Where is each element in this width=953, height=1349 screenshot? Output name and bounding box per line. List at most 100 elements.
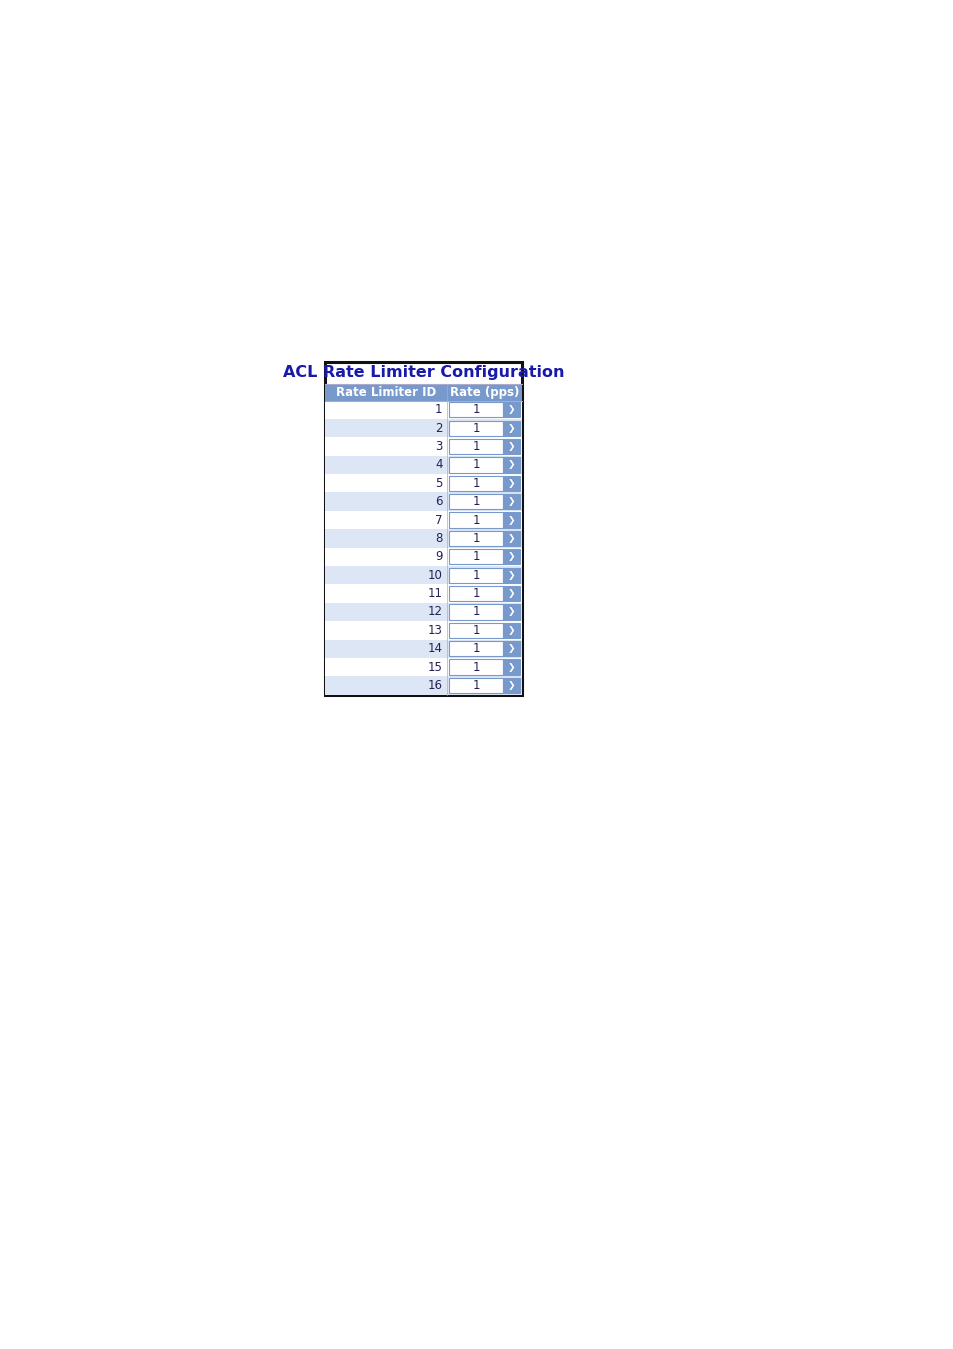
FancyBboxPatch shape xyxy=(324,567,521,584)
FancyBboxPatch shape xyxy=(324,437,521,456)
FancyBboxPatch shape xyxy=(324,584,521,603)
Text: 11: 11 xyxy=(427,587,442,600)
FancyBboxPatch shape xyxy=(449,438,502,455)
FancyBboxPatch shape xyxy=(502,623,519,638)
Text: 1: 1 xyxy=(472,606,479,618)
Text: 1: 1 xyxy=(472,403,479,417)
Text: ❯: ❯ xyxy=(507,590,515,598)
FancyBboxPatch shape xyxy=(324,456,521,473)
Text: Rate (pps): Rate (pps) xyxy=(450,386,518,398)
FancyBboxPatch shape xyxy=(324,676,521,695)
Text: 1: 1 xyxy=(472,587,479,600)
FancyBboxPatch shape xyxy=(324,473,521,492)
FancyBboxPatch shape xyxy=(449,494,502,510)
Text: 9: 9 xyxy=(435,550,442,564)
FancyBboxPatch shape xyxy=(324,383,521,401)
Text: ❯: ❯ xyxy=(507,662,515,672)
FancyBboxPatch shape xyxy=(502,530,519,546)
Text: 1: 1 xyxy=(472,623,479,637)
Text: ❯: ❯ xyxy=(507,626,515,635)
Text: 16: 16 xyxy=(427,679,442,692)
FancyBboxPatch shape xyxy=(502,476,519,491)
Text: ❯: ❯ xyxy=(507,571,515,580)
Text: 1: 1 xyxy=(472,532,479,545)
FancyBboxPatch shape xyxy=(449,530,502,546)
FancyBboxPatch shape xyxy=(449,623,502,638)
Text: ❯: ❯ xyxy=(507,460,515,469)
FancyBboxPatch shape xyxy=(502,604,519,619)
Text: 1: 1 xyxy=(472,422,479,434)
Text: 1: 1 xyxy=(472,476,479,490)
FancyBboxPatch shape xyxy=(502,641,519,657)
FancyBboxPatch shape xyxy=(324,621,521,639)
FancyBboxPatch shape xyxy=(502,568,519,583)
FancyBboxPatch shape xyxy=(449,568,502,583)
Text: ❯: ❯ xyxy=(507,498,515,506)
Text: 1: 1 xyxy=(472,459,479,471)
FancyBboxPatch shape xyxy=(502,421,519,436)
FancyBboxPatch shape xyxy=(502,402,519,417)
Text: ❯: ❯ xyxy=(507,405,515,414)
Text: 4: 4 xyxy=(435,459,442,471)
FancyBboxPatch shape xyxy=(324,658,521,676)
FancyBboxPatch shape xyxy=(324,362,521,695)
FancyBboxPatch shape xyxy=(449,513,502,527)
Text: 8: 8 xyxy=(435,532,442,545)
FancyBboxPatch shape xyxy=(449,660,502,674)
Text: 1: 1 xyxy=(472,514,479,526)
FancyBboxPatch shape xyxy=(449,476,502,491)
Text: ❯: ❯ xyxy=(507,607,515,616)
Text: 1: 1 xyxy=(472,569,479,581)
Text: 7: 7 xyxy=(435,514,442,526)
FancyBboxPatch shape xyxy=(449,604,502,619)
Text: 1: 1 xyxy=(472,440,479,453)
Text: 15: 15 xyxy=(427,661,442,673)
Text: ❯: ❯ xyxy=(507,515,515,525)
FancyBboxPatch shape xyxy=(324,603,521,621)
FancyBboxPatch shape xyxy=(324,401,521,420)
Text: ❯: ❯ xyxy=(507,645,515,653)
Text: ❯: ❯ xyxy=(507,552,515,561)
FancyBboxPatch shape xyxy=(324,511,521,529)
Text: 1: 1 xyxy=(472,661,479,673)
FancyBboxPatch shape xyxy=(324,492,521,511)
Text: 2: 2 xyxy=(435,422,442,434)
FancyBboxPatch shape xyxy=(449,402,502,417)
Text: 6: 6 xyxy=(435,495,442,509)
Text: ❯: ❯ xyxy=(507,442,515,451)
Text: 1: 1 xyxy=(472,679,479,692)
Text: 3: 3 xyxy=(435,440,442,453)
Text: ❯: ❯ xyxy=(507,681,515,691)
Text: Rate Limiter ID: Rate Limiter ID xyxy=(335,386,436,398)
FancyBboxPatch shape xyxy=(502,585,519,602)
Text: 13: 13 xyxy=(427,623,442,637)
FancyBboxPatch shape xyxy=(502,549,519,564)
FancyBboxPatch shape xyxy=(502,457,519,472)
Text: 1: 1 xyxy=(472,495,479,509)
FancyBboxPatch shape xyxy=(502,660,519,674)
FancyBboxPatch shape xyxy=(449,457,502,472)
FancyBboxPatch shape xyxy=(324,529,521,548)
FancyBboxPatch shape xyxy=(449,549,502,564)
FancyBboxPatch shape xyxy=(502,494,519,510)
Text: 1: 1 xyxy=(472,642,479,656)
Text: ❯: ❯ xyxy=(507,479,515,488)
FancyBboxPatch shape xyxy=(324,548,521,567)
Text: 1: 1 xyxy=(472,550,479,564)
FancyBboxPatch shape xyxy=(502,438,519,455)
Text: 1: 1 xyxy=(435,403,442,417)
Text: ❯: ❯ xyxy=(507,424,515,433)
FancyBboxPatch shape xyxy=(324,639,521,658)
Text: 5: 5 xyxy=(435,476,442,490)
Text: 10: 10 xyxy=(427,569,442,581)
FancyBboxPatch shape xyxy=(449,641,502,657)
Text: ACL Rate Limiter Configuration: ACL Rate Limiter Configuration xyxy=(282,366,563,380)
FancyBboxPatch shape xyxy=(324,420,521,437)
Text: ❯: ❯ xyxy=(507,534,515,542)
FancyBboxPatch shape xyxy=(449,421,502,436)
FancyBboxPatch shape xyxy=(502,513,519,527)
Text: 12: 12 xyxy=(427,606,442,618)
FancyBboxPatch shape xyxy=(449,585,502,602)
FancyBboxPatch shape xyxy=(502,679,519,693)
Text: 14: 14 xyxy=(427,642,442,656)
